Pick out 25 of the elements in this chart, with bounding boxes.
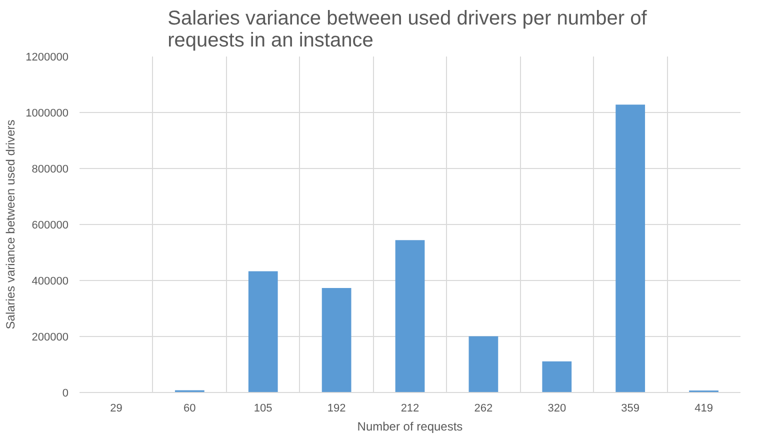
y-tick-label: 0 <box>62 388 69 400</box>
bar <box>322 288 352 392</box>
x-tick-label: 212 <box>400 402 420 414</box>
x-axis-title: Number of requests <box>357 420 463 434</box>
bar <box>542 361 572 392</box>
x-tick-label: 29 <box>110 402 122 414</box>
y-tick-label: 1200000 <box>26 52 69 64</box>
x-tick-label: 320 <box>548 402 566 414</box>
y-tick-label: 600000 <box>32 220 69 232</box>
x-tick-label: 419 <box>694 402 713 414</box>
y-tick-label: 400000 <box>32 276 69 288</box>
bar <box>468 336 498 392</box>
y-tick-label: 800000 <box>32 164 69 176</box>
bar <box>395 240 425 392</box>
y-tick-label: 1000000 <box>26 108 69 120</box>
x-tick-label: 262 <box>474 402 493 414</box>
bar <box>248 271 278 392</box>
x-tick-label: 359 <box>621 402 640 414</box>
x-tick-label: 60 <box>184 402 196 414</box>
x-tick-label: 192 <box>327 402 346 414</box>
bar <box>616 104 646 392</box>
x-tick-label: 105 <box>254 402 272 414</box>
chart-title: Salaries variance between used drivers per number of requests in an instance <box>168 8 648 52</box>
y-tick-label: 200000 <box>32 332 69 344</box>
y-axis-title: Salaries variance between used drivers <box>4 120 18 330</box>
